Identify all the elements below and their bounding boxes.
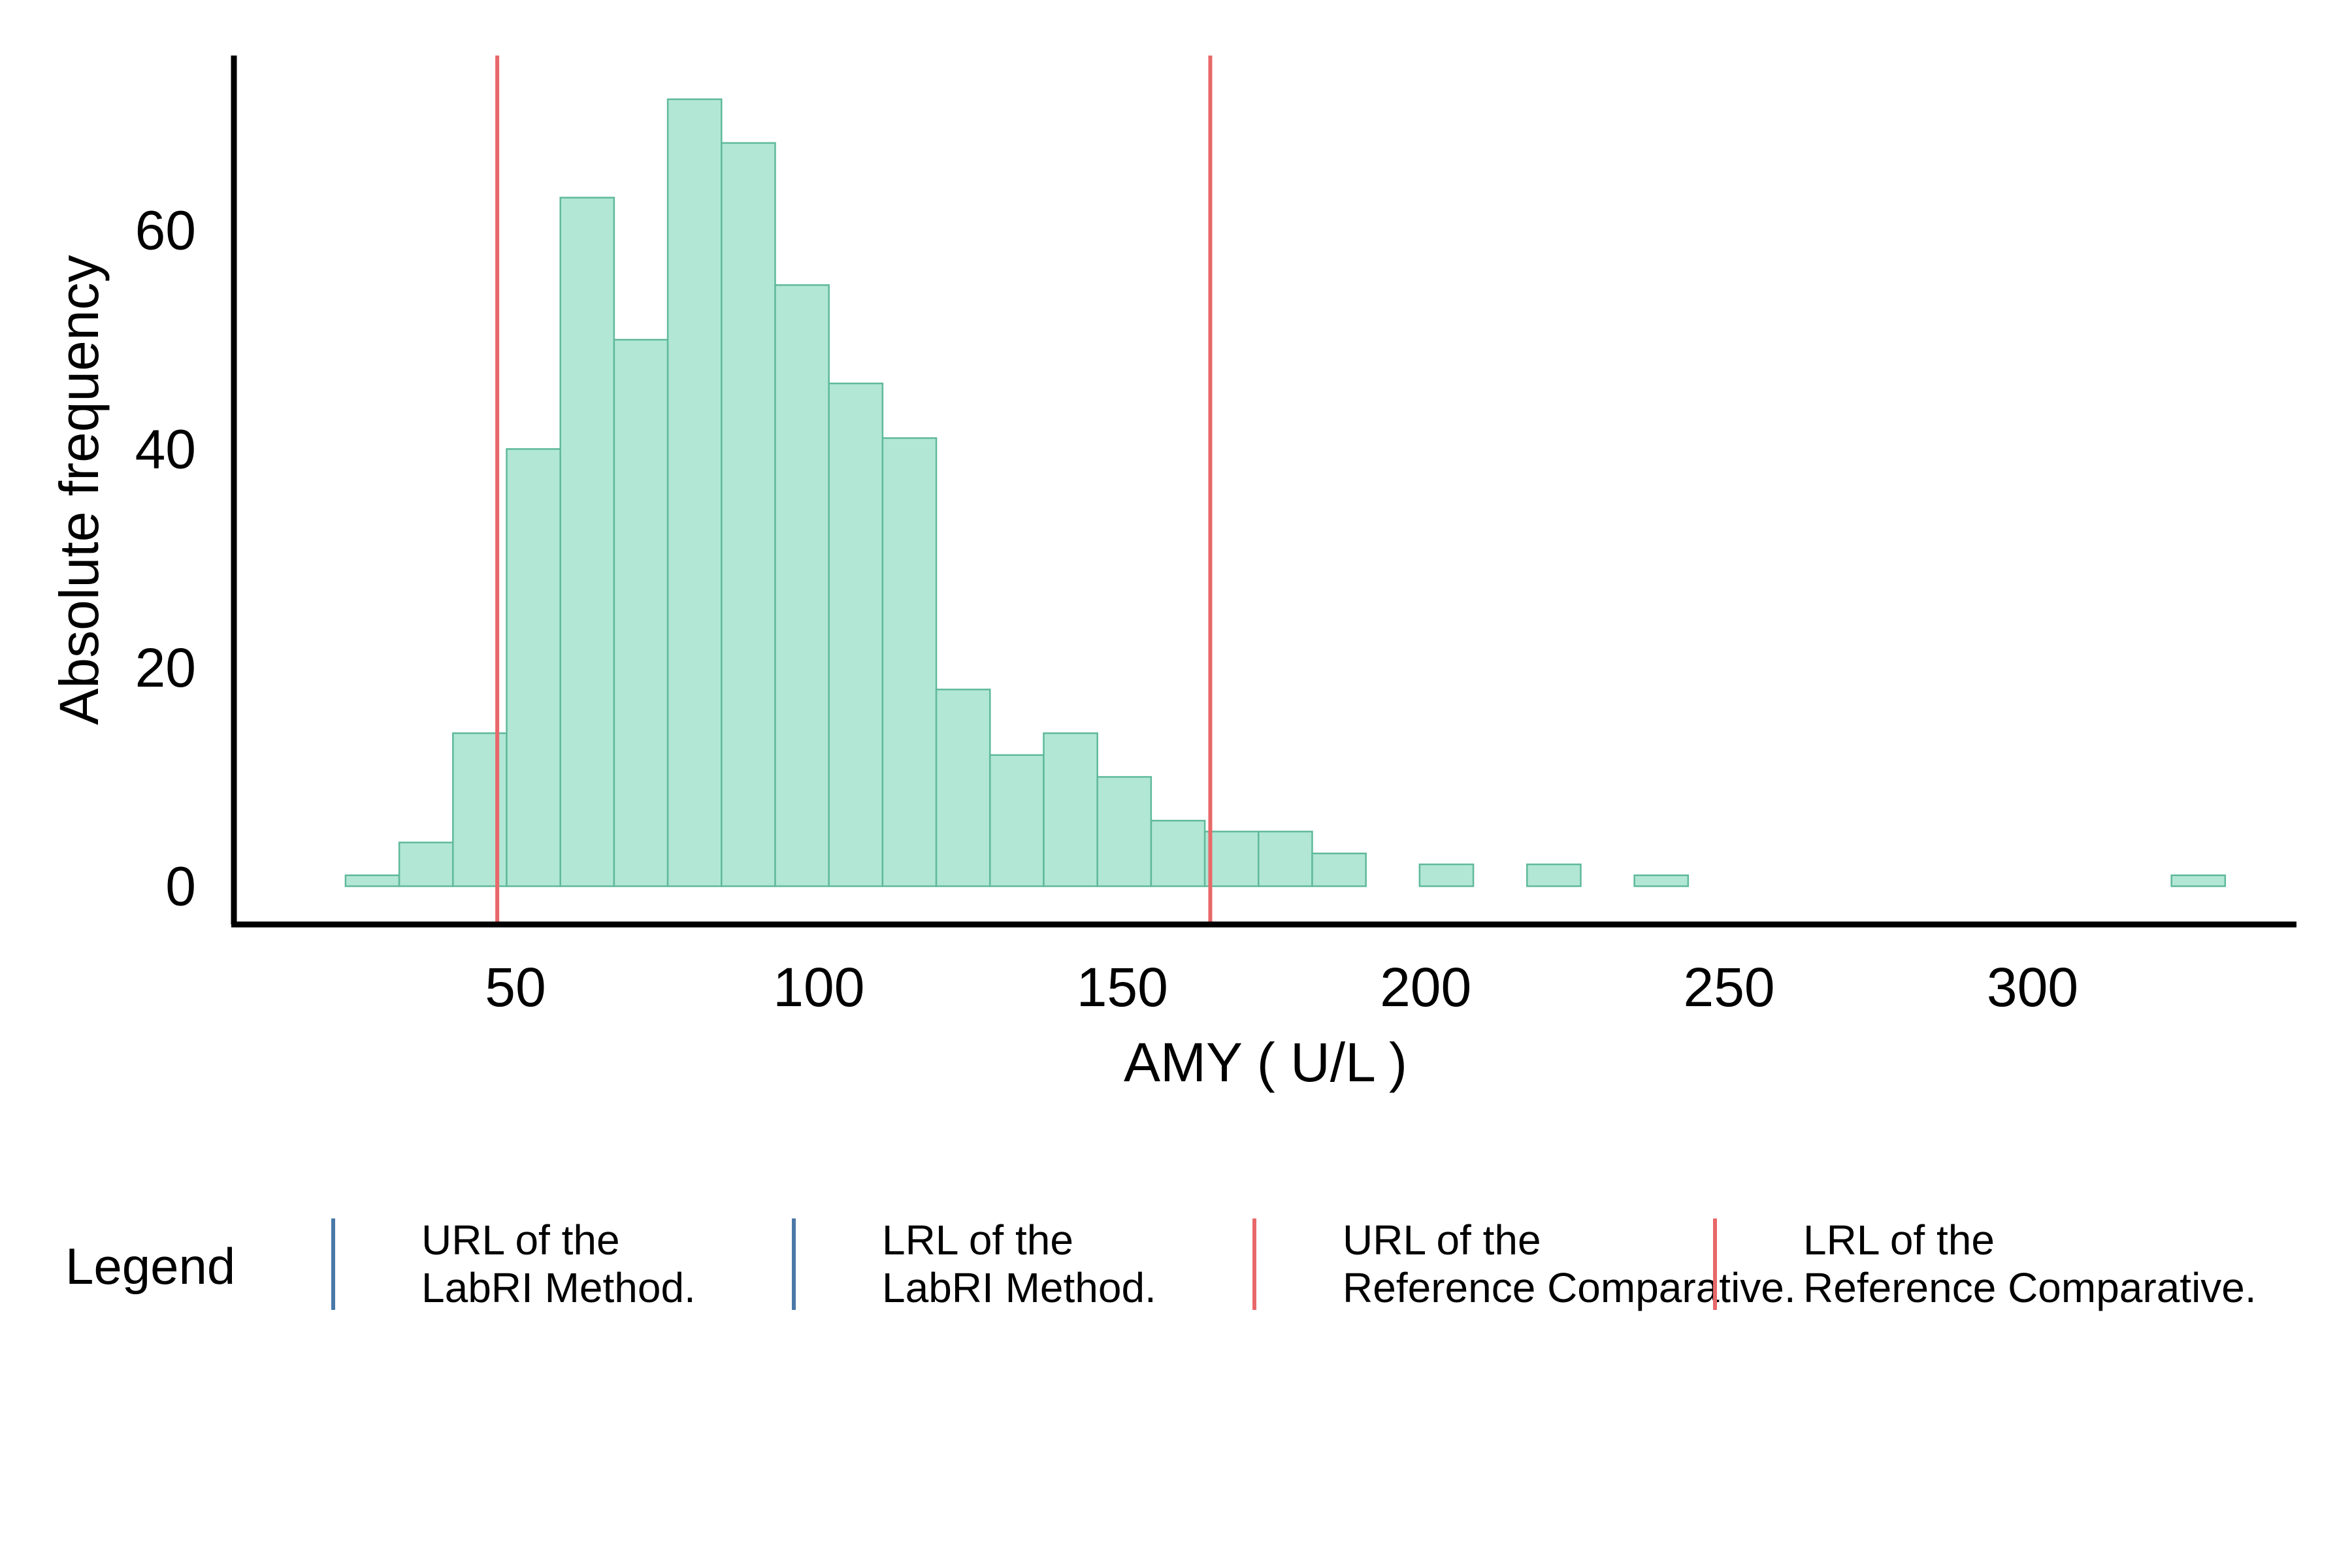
histogram-bar <box>1526 863 1582 887</box>
histogram-bar <box>1311 853 1367 887</box>
histogram-bar <box>1043 732 1098 887</box>
histogram-bar <box>1096 776 1152 887</box>
y-axis-label: Absolute frequency <box>48 255 110 725</box>
histogram-bar <box>828 382 884 887</box>
x-tick-label: 150 <box>1077 956 1168 1018</box>
histogram-bar <box>989 754 1045 887</box>
legend-item-line2: Reference Comparative. <box>1803 1264 2257 1311</box>
legend-item-line1: LRL of the <box>882 1217 1073 1264</box>
y-tick-labels: 0 20 40 60 <box>135 200 196 917</box>
x-tick-label: 250 <box>1683 956 1774 1018</box>
legend-item-line2: Reference Comparative. <box>1343 1264 1796 1311</box>
histogram-bar <box>1150 819 1206 887</box>
x-tick-label: 300 <box>1987 956 2078 1018</box>
histogram-bar <box>721 142 776 887</box>
legend-item-line1: LRL of the <box>1803 1217 1995 1264</box>
histogram-bar <box>344 874 400 887</box>
axes-group <box>231 56 2296 928</box>
legend-item-line1: URL of the <box>421 1217 620 1264</box>
histogram-bar <box>1418 863 1475 887</box>
bars-group <box>344 98 2227 887</box>
histogram-bar <box>935 689 991 887</box>
legend-item-line1: URL of the <box>1343 1217 1541 1264</box>
histogram-bar <box>613 338 669 887</box>
x-axis-label: AMY ( U/L ) <box>1124 1032 1407 1093</box>
x-tick-label: 50 <box>485 956 546 1018</box>
histogram-bar <box>398 841 454 887</box>
histogram-bar <box>1203 830 1260 887</box>
histogram-bar <box>559 197 615 887</box>
reference-lines-group <box>495 56 1213 924</box>
histogram-bar <box>1633 874 1690 887</box>
legend-item-line2: LabRI Method. <box>421 1264 696 1311</box>
y-tick-label: 40 <box>135 418 196 480</box>
x-tick-label: 100 <box>773 956 864 1018</box>
histogram-bar <box>1258 830 1313 887</box>
x-tick-labels: 50 100 150 200 250 300 <box>485 956 2078 1018</box>
y-tick-label: 20 <box>135 637 196 698</box>
y-tick-label: 60 <box>135 200 196 261</box>
histogram-bar <box>881 437 938 887</box>
histogram-bar <box>506 448 561 887</box>
histogram-bar <box>2170 874 2227 887</box>
y-tick-label: 0 <box>165 855 196 917</box>
histogram-bar <box>774 284 830 887</box>
legend-title: Legend <box>65 1237 235 1295</box>
legend-item-line2: LabRI Method. <box>882 1264 1156 1311</box>
x-tick-label: 200 <box>1380 956 1471 1018</box>
histogram-bar <box>666 98 723 887</box>
